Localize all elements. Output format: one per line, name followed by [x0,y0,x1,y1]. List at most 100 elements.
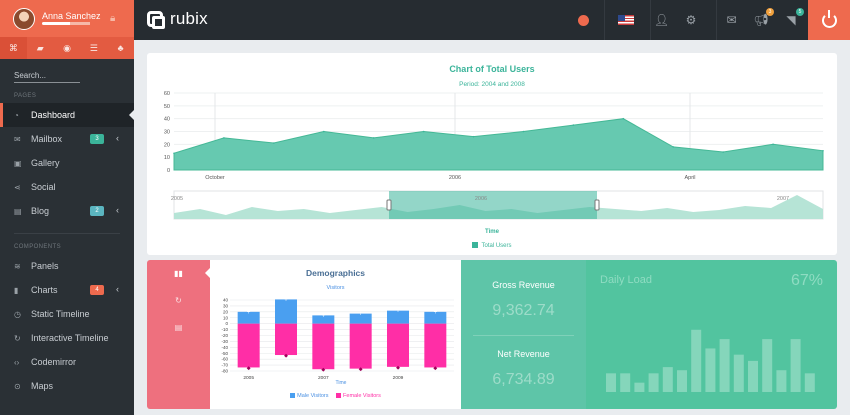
list-icon[interactable]: ☰ [89,42,98,53]
sidebar-item-gallery[interactable]: ▣ Gallery [0,151,134,175]
sidebar-item-static-timeline[interactable]: ◷ Static Timeline [0,302,134,326]
navigator-handle-right [594,199,600,211]
data-point [822,149,824,152]
demographics-legend[interactable]: Male Visitors Female Visitors [210,393,461,399]
male-bar [387,310,409,324]
feed-button[interactable]: ◥ 5 [776,0,806,40]
user-name[interactable]: Anna Sanchez [42,10,101,21]
x-axis-label: Time [336,380,347,386]
sidebar-item-label: Blog [31,206,50,216]
us-flag-icon [617,15,634,25]
load-bar [634,382,645,392]
brand-logo[interactable]: rubix [147,9,208,29]
brand-name: rubix [170,9,208,28]
tab-bar-chart[interactable]: ▮▮ [147,260,210,287]
lock-icon[interactable]: 🔒︎ [110,13,116,24]
x-tick-label: 2006 [449,175,461,181]
y-tick-label: -30 [221,339,228,344]
bar-chart-icon: ▮▮ [174,269,183,278]
female-bar [424,323,447,368]
chart-subtitle: Period: 2004 and 2008 [459,81,525,88]
data-point [422,130,425,133]
sidebar-item-label: Gallery [31,158,60,168]
y-tick-label: 60 [164,91,170,97]
comments-icon[interactable]: ▰ [36,42,44,53]
dribbble-icon[interactable]: ◉ [63,42,71,53]
gross-revenue-value: 9,362.74 [492,302,555,319]
male-bar [275,299,297,324]
chart-legend[interactable]: Total Users [147,242,837,249]
data-point [522,130,525,133]
navigator-tick-label: 2007 [777,196,789,202]
language-button[interactable] [604,0,646,40]
blog-icon: ▤ [14,206,22,216]
legend-male-label: Male Visitors [297,393,329,399]
bell-icon[interactable]: ♣ [117,43,124,53]
clock-icon: ◷ [14,309,21,319]
y-tick-label: -60 [221,357,228,362]
image-icon: ▣ [14,158,22,168]
sidebar-item-blog[interactable]: ▤ Blog 2 ‹ [0,199,134,223]
x-tick-label: 2007 [318,375,329,381]
sidebar-item-interactive-timeline[interactable]: ↻ Interactive Timeline [0,326,134,350]
daily-load-chart [606,329,815,392]
sidebar-item-label: Codemirror [31,357,77,367]
sidebar-item-dashboard[interactable]: ◔ Dashboard [0,103,134,127]
sidebar-item-label: Panels [31,261,59,271]
sidebar-item-panels[interactable]: ≋ Panels [0,254,134,278]
load-bar [776,370,787,392]
total-users-chart[interactable]: 0 10 20 30 40 50 60 October 2006 April 2005 2006 200… [147,53,837,255]
power-button[interactable] [808,0,850,40]
female-bar [387,323,409,367]
status-button[interactable] [568,0,598,40]
load-bar [719,339,730,392]
chevron-left-icon: ‹ [116,284,119,294]
male-swatch [290,393,296,398]
user-button[interactable]: 👤︎ [650,0,672,40]
female-marker: ◆ [359,367,363,373]
data-point [722,151,724,153]
sidebar-item-social[interactable]: ⋖ Social [0,175,134,199]
search-input[interactable] [14,69,80,83]
legend-female-label: Female Visitors [343,393,381,399]
sidebar-item-maps[interactable]: ⊙ Maps [0,374,134,398]
sidebar-item-codemirror[interactable]: ‹› Codemirror [0,350,134,374]
code-icon: ‹› [14,357,20,367]
load-bar [705,348,716,392]
male-marker: + [359,312,363,318]
load-bar [733,354,744,392]
megaphone-badge: 3 [766,8,774,16]
revenue-divider [473,335,574,336]
announcements-button[interactable]: 📢︎ 3 [746,0,776,40]
avatar[interactable] [13,7,35,30]
load-bar [691,329,702,392]
data-point [273,142,275,144]
sidebar-item-charts[interactable]: ▮ Charts 4 ‹ [0,278,134,302]
settings-button[interactable]: ⚙ [680,0,702,40]
male-marker: + [434,310,438,316]
sidebar-toolbar: ⌘ ▰ ◉ ☰ ♣ [0,37,134,59]
tab-inbox[interactable]: ▤ [147,314,210,341]
gross-revenue-label: Gross Revenue [492,280,555,290]
y-tick-label: 0 [225,321,228,326]
net-revenue-label: Net Revenue [497,349,550,359]
male-bar [424,311,447,324]
net-revenue-value: 6,734.89 [492,371,555,388]
data-point [223,137,225,139]
male-bar [349,313,372,324]
navigator-handle-left [386,199,392,211]
y-tick-label: -10 [221,327,228,332]
sitemap-icon[interactable]: ⌘ [0,37,27,59]
mail-button[interactable]: ✉ [716,0,746,40]
total-users-card: Chart of Total Users Period: 2004 and 20… [147,53,837,255]
navigator-area [174,195,823,219]
data-point [672,146,675,148]
sidebar-item-mailbox[interactable]: ✉ Mailbox 3 ‹ [0,127,134,151]
inbox-icon: ▤ [174,323,183,332]
sidebar-item-label: Maps [31,381,54,391]
tab-refresh[interactable]: ↻ [147,287,210,314]
gear-icon: ⚙ [685,13,697,27]
male-marker: + [284,297,288,303]
y-tick-label: 40 [164,117,170,123]
